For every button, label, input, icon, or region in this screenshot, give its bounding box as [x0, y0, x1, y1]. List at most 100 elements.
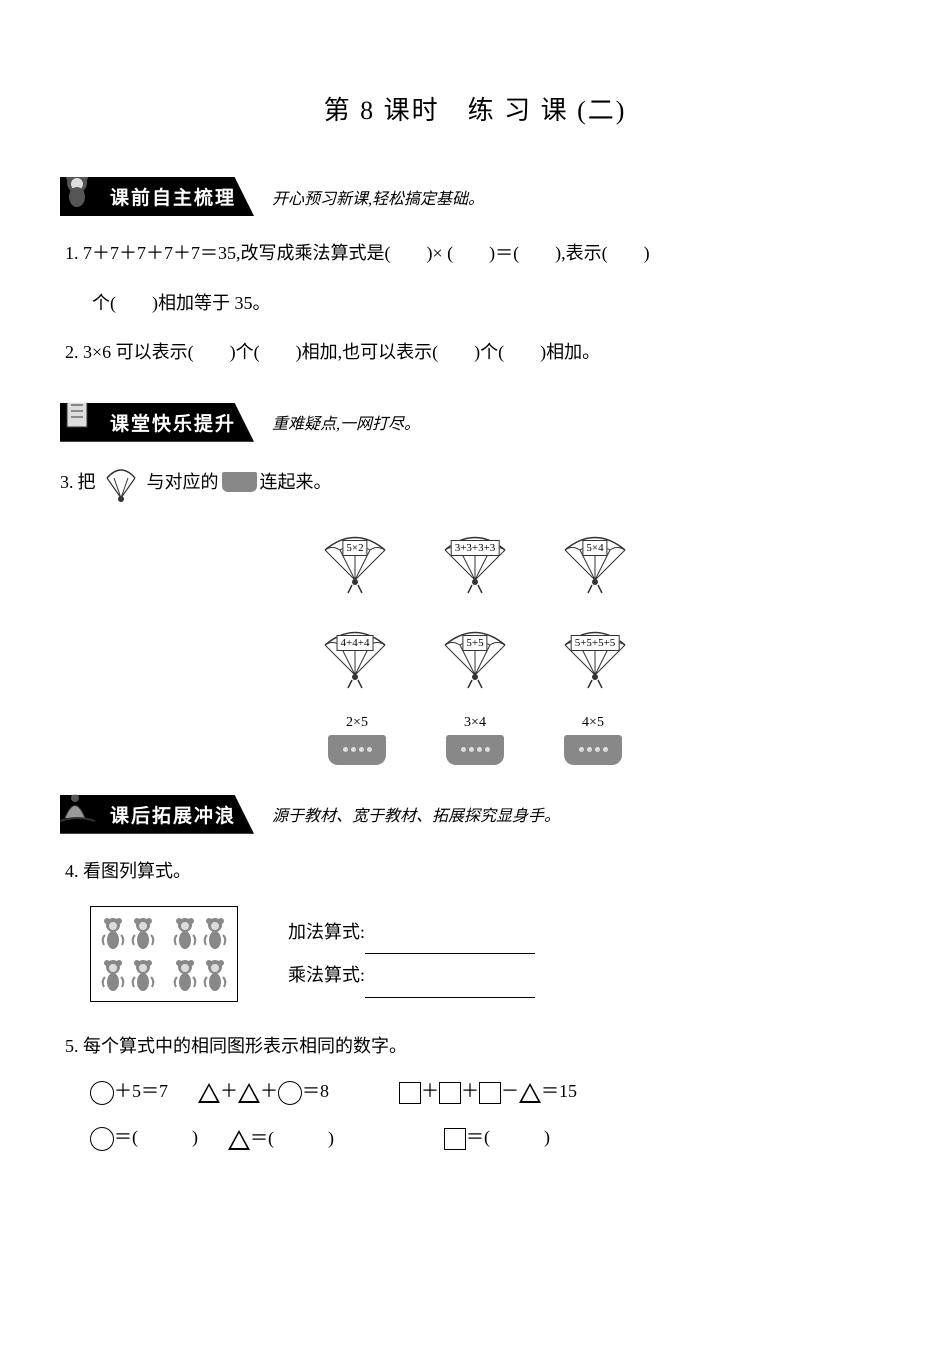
ans1-text: ＝( ) — [114, 1127, 198, 1147]
eq3-plus1: ＋ — [421, 1081, 439, 1101]
eq3: ＋＋－＝15 — [399, 1077, 577, 1104]
blank-line — [365, 980, 535, 998]
section3-header: 课后拓展冲浪 源于教材、宽于教材、拓展探究显身手。 — [60, 795, 890, 834]
monkey-icon — [201, 957, 229, 993]
monkey-icon — [201, 915, 229, 951]
circle-shape — [90, 1081, 114, 1105]
square-shape — [479, 1082, 501, 1104]
eq3-minus: － — [501, 1081, 519, 1101]
flag-2: 3×4 — [446, 715, 504, 765]
section1-header: 课前自主梳理 开心预习新课,轻松搞定基础。 — [60, 177, 890, 216]
eq2-plus1: ＋ — [220, 1081, 238, 1101]
parachute-1-label: 5×2 — [342, 540, 367, 556]
q4-num: 4. — [65, 861, 79, 881]
flag-icon-inline — [222, 472, 257, 492]
flag-1-shape — [328, 735, 386, 765]
q4-answers: 加法算式: 乘法算式: — [288, 911, 535, 997]
square-shape — [399, 1082, 421, 1104]
flag-row: 2×5 3×4 4×5 — [60, 715, 890, 765]
mascot-icon — [55, 165, 100, 210]
q1-num: 1. — [65, 243, 79, 263]
triangle-shape — [519, 1083, 541, 1103]
eq2-plus2: ＋ — [260, 1081, 278, 1101]
parachute-4-label: 4+4+4 — [337, 635, 374, 651]
eq2: ＋ ＋ ＝8 — [198, 1077, 329, 1105]
parachute-4: 4+4+4 — [310, 620, 400, 695]
triangle-shape — [198, 1083, 220, 1103]
q3-num: 3. — [60, 464, 74, 500]
q5-text: 每个算式中的相同图形表示相同的数字。 — [83, 1036, 407, 1056]
parachute-6: 5+5+5+5 — [550, 620, 640, 695]
section1-badge-text: 课前自主梳理 — [110, 188, 236, 209]
question-5: 5. 每个算式中的相同图形表示相同的数字。 — [60, 1027, 890, 1067]
q4-addition-label: 加法算式: — [288, 922, 365, 942]
ans3-text: ＝( ) — [466, 1127, 550, 1147]
q3-text1: 把 — [78, 464, 96, 500]
eq3-eq: ＝15 — [541, 1081, 577, 1101]
q1-text2: 个( )相加等于 35。 — [92, 293, 271, 313]
flag-3-shape — [564, 735, 622, 765]
section1-badge: 课前自主梳理 — [60, 177, 254, 216]
matching-diagram: 5×2 3+3+3+3 5×4 — [60, 525, 890, 765]
parachute-3-label: 5×4 — [582, 540, 607, 556]
triangle-shape — [238, 1083, 260, 1103]
monkey-icon — [99, 915, 127, 951]
page-title: 第 8 课时 练 习 课 (二) — [60, 90, 890, 127]
monkey-group-4 — [171, 957, 229, 993]
section3-badge-text: 课后拓展冲浪 — [110, 806, 236, 827]
flag-1: 2×5 — [328, 715, 386, 765]
parachute-icon-inline — [99, 460, 144, 505]
flag-3: 4×5 — [564, 715, 622, 765]
flag-3-label: 4×5 — [564, 715, 622, 731]
eq2-eq: ＝8 — [302, 1081, 329, 1101]
eq1: ＋5＝7 — [90, 1077, 168, 1105]
parachute-5: 5+5 — [430, 620, 520, 695]
section3-badge: 课后拓展冲浪 — [60, 795, 254, 834]
parachute-3: 5×4 — [550, 525, 640, 600]
q4-mult-label: 乘法算式: — [288, 965, 365, 985]
monkey-icon — [129, 957, 157, 993]
section1-subtitle: 开心预习新课,轻松搞定基础。 — [272, 185, 484, 209]
ans-triangle: ＝( ) — [228, 1124, 334, 1150]
parachute-1: 5×2 — [310, 525, 400, 600]
section3-subtitle: 源于教材、宽于教材、拓展探究显身手。 — [272, 802, 560, 826]
square-shape — [439, 1082, 461, 1104]
question-1-cont: 个( )相加等于 35。 — [60, 284, 890, 324]
q3-text3: 连起来。 — [260, 464, 332, 500]
q5-equations-row1: ＋5＝7 ＋ ＋ ＝8 ＋ ＋ － ＝15 — [90, 1077, 890, 1105]
monkey-group-2 — [171, 915, 229, 951]
flag-1-label: 2×5 — [328, 715, 386, 731]
monkey-group-3 — [99, 957, 157, 993]
circle-shape — [278, 1081, 302, 1105]
parachute-2-label: 3+3+3+3 — [451, 540, 500, 556]
question-3: 3. 把 与对应的 连起来。 — [60, 460, 890, 505]
parachute-5-label: 5+5 — [462, 635, 487, 651]
q4-figure: 加法算式: 乘法算式: — [90, 906, 890, 1002]
ans-circle: ＝( ) — [90, 1123, 198, 1151]
q3-text2: 与对应的 — [147, 464, 219, 500]
section2-header: 课堂快乐提升 重难疑点,一网打尽。 — [60, 403, 890, 442]
scroll-icon — [55, 391, 100, 436]
question-1: 1. 7＋7＋7＋7＋7＝35,改写成乘法算式是( )× ( )＝( ),表示(… — [60, 234, 890, 274]
q1-text1: 7＋7＋7＋7＋7＝35,改写成乘法算式是( )× ( )＝( ),表示( ) — [83, 243, 650, 263]
question-2: 2. 3×6 可以表示( )个( )相加,也可以表示( )个( )相加。 — [60, 333, 890, 373]
q2-num: 2. — [65, 342, 79, 362]
square-shape — [444, 1128, 466, 1150]
parachute-2: 3+3+3+3 — [430, 525, 520, 600]
eq1-text: ＋5＝7 — [114, 1081, 168, 1101]
monkey-icon — [129, 915, 157, 951]
monkey-icon — [171, 957, 199, 993]
ans2-text: ＝( ) — [250, 1128, 334, 1148]
section2-badge-text: 课堂快乐提升 — [110, 414, 236, 435]
circle-shape — [90, 1127, 114, 1151]
q2-text: 3×6 可以表示( )个( )相加,也可以表示( )个( )相加。 — [83, 342, 600, 362]
monkey-group-1 — [99, 915, 157, 951]
monkey-icon — [99, 957, 127, 993]
parachute-row-top: 5×2 3+3+3+3 5×4 — [60, 525, 890, 600]
blank-line — [365, 936, 535, 954]
q5-answers-row: ＝( ) ＝( ) ＝( ) — [90, 1123, 890, 1151]
ans-square: ＝( ) — [444, 1123, 550, 1150]
flag-2-label: 3×4 — [446, 715, 504, 731]
question-4: 4. 看图列算式。 — [60, 852, 890, 892]
surf-icon — [55, 783, 100, 828]
